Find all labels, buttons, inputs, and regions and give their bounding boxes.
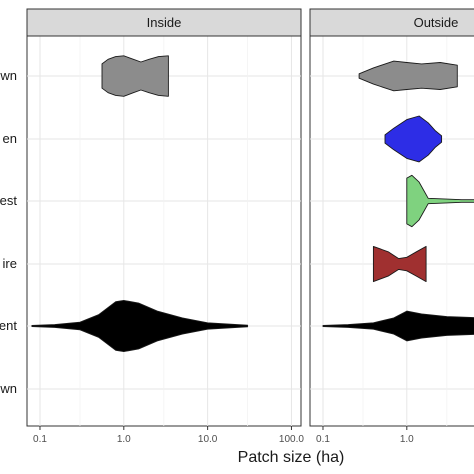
x-tick-label: 1.0 bbox=[400, 434, 414, 445]
violin-outside-row-1 bbox=[358, 60, 458, 92]
y-label-row-1: wn bbox=[0, 68, 17, 83]
strip-inside bbox=[26, 8, 302, 37]
y-label-row-2: en bbox=[3, 131, 17, 146]
panel-inside-x-ticks: 0.1 1.0 10.0 100.0 bbox=[33, 426, 304, 445]
strip-label-inside: Inside bbox=[147, 15, 182, 30]
panel-inside: Inside 0.1 1.0 10.0 100.0 bbox=[26, 8, 304, 445]
x-tick-label: 100.0 bbox=[279, 434, 304, 445]
panel-outside-background bbox=[309, 35, 474, 427]
y-label-row-3: est bbox=[0, 193, 17, 208]
y-label-row-4: ire bbox=[3, 256, 17, 271]
y-label-row-6: wn bbox=[0, 381, 17, 396]
panel-outside-violins bbox=[322, 60, 474, 342]
violin-outside-row-2 bbox=[384, 115, 443, 163]
y-axis-labels: wn en est ire ent wn bbox=[0, 68, 17, 396]
violin-outside-row-4 bbox=[372, 245, 427, 283]
violin-outside-row-3 bbox=[406, 174, 474, 228]
violin-inside-row-1 bbox=[101, 55, 169, 97]
x-tick-label: 0.1 bbox=[33, 434, 47, 445]
violin-outside-row-5 bbox=[322, 310, 474, 342]
x-tick-label: 0.1 bbox=[316, 434, 330, 445]
x-tick-label: 1.0 bbox=[117, 434, 131, 445]
y-label-row-5: ent bbox=[0, 318, 17, 333]
panel-outside: Outside 0.1 1.0 bbox=[309, 8, 474, 445]
strip-outside bbox=[309, 8, 474, 37]
x-tick-label: 10.0 bbox=[198, 434, 218, 445]
panel-outside-x-ticks: 0.1 1.0 bbox=[316, 426, 414, 445]
panel-inside-violins bbox=[31, 55, 249, 353]
strip-label-outside: Outside bbox=[414, 15, 459, 30]
violin-inside-row-5 bbox=[31, 299, 249, 353]
x-axis-title: Patch size (ha) bbox=[238, 449, 345, 466]
